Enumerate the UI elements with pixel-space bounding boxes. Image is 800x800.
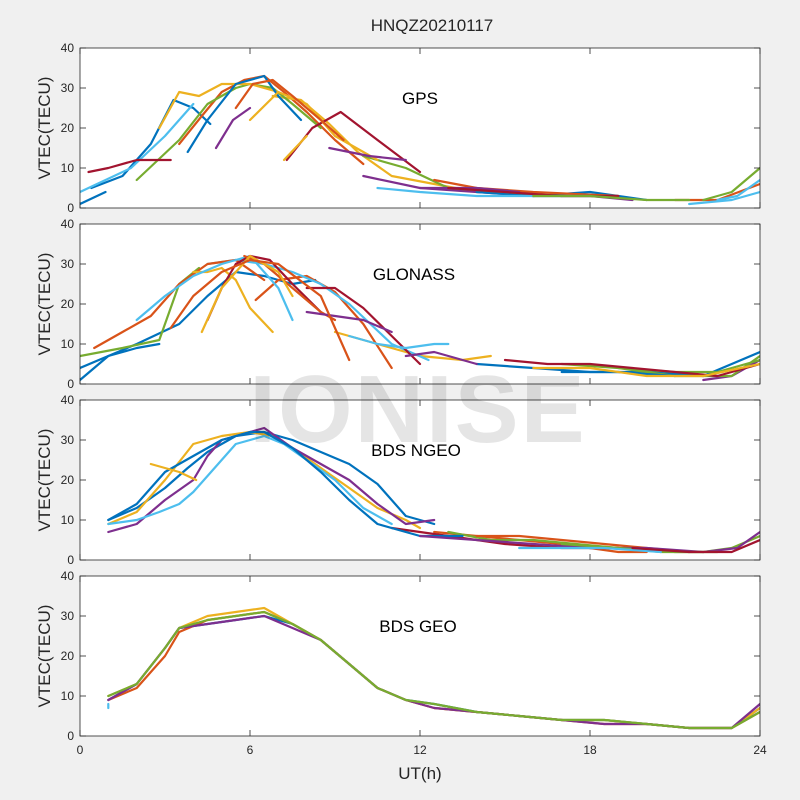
y-tick-label: 10 bbox=[61, 689, 75, 703]
y-tick-label: 40 bbox=[61, 569, 75, 583]
y-tick-label: 10 bbox=[61, 513, 75, 527]
x-tick-label: 24 bbox=[753, 743, 767, 757]
y-tick-label: 30 bbox=[61, 81, 75, 95]
y-tick-label: 40 bbox=[61, 41, 75, 55]
y-tick-label: 10 bbox=[61, 161, 75, 175]
y-tick-label: 30 bbox=[61, 609, 75, 623]
y-axis-label: VTEC(TECU) bbox=[35, 605, 54, 708]
chart-title: HNQZ20210117 bbox=[371, 16, 494, 35]
series-line bbox=[702, 166, 760, 202]
y-tick-label: 0 bbox=[67, 729, 74, 743]
plot-area bbox=[80, 576, 760, 736]
x-tick-label: 18 bbox=[583, 743, 597, 757]
series-line bbox=[532, 194, 691, 202]
panel-bds-geo: 0 10 20 30 40 0 6 12 18 24 VTEC(TECU) BDS GEO bbox=[35, 569, 767, 757]
y-tick-label: 0 bbox=[67, 201, 74, 215]
series-line bbox=[328, 146, 407, 162]
panel-label: GPS bbox=[402, 89, 438, 108]
series-line bbox=[348, 334, 450, 350]
series-line bbox=[688, 190, 760, 206]
series-group bbox=[107, 426, 760, 554]
series-line bbox=[87, 158, 172, 174]
series-line bbox=[248, 90, 379, 162]
series-line bbox=[305, 286, 422, 366]
panel-glonass: 0 10 20 30 40 VTEC(TECU) GLONASS bbox=[35, 217, 761, 391]
panels: 0 10 20 30 40 VTEC(TECU) GPS 0 10 20 30 40 VTEC(TECU… bbox=[35, 41, 767, 757]
series-line bbox=[404, 350, 478, 366]
y-axis-label: VTEC(TECU) bbox=[35, 77, 54, 180]
series-line bbox=[214, 106, 252, 150]
series-line bbox=[234, 78, 345, 142]
series-line bbox=[631, 538, 760, 554]
y-axis-label: VTEC(TECU) bbox=[35, 429, 54, 532]
y-tick-label: 40 bbox=[61, 217, 75, 231]
series-line bbox=[135, 82, 322, 182]
series-line bbox=[186, 74, 303, 154]
series-line bbox=[80, 342, 161, 370]
x-axis-label: UT(h) bbox=[398, 764, 441, 783]
y-tick-label: 30 bbox=[61, 433, 75, 447]
series-line bbox=[107, 434, 393, 526]
series-line bbox=[135, 254, 294, 322]
series-line bbox=[80, 190, 107, 206]
series-line bbox=[503, 358, 760, 378]
panel-label: GLONASS bbox=[373, 265, 455, 284]
x-tick-label: 0 bbox=[77, 743, 84, 757]
series-line bbox=[532, 362, 760, 378]
series-line bbox=[518, 546, 662, 554]
series-line bbox=[107, 430, 464, 538]
series-line bbox=[169, 258, 351, 362]
panel-bds-ngeo: 0 10 20 30 40 VTEC(TECU) BDS NGEO bbox=[35, 393, 761, 567]
series-line bbox=[305, 310, 393, 334]
watermark-text: IONISE bbox=[249, 356, 586, 463]
series-line bbox=[716, 178, 760, 202]
y-tick-label: 20 bbox=[61, 473, 75, 487]
series-group bbox=[80, 254, 760, 382]
y-tick-label: 30 bbox=[61, 257, 75, 271]
series-line bbox=[107, 426, 436, 534]
y-tick-label: 20 bbox=[61, 297, 75, 311]
panel-label: BDS GEO bbox=[379, 617, 456, 636]
series-line bbox=[80, 102, 195, 194]
y-tick-label: 40 bbox=[61, 393, 75, 407]
y-tick-label: 20 bbox=[61, 121, 75, 135]
y-axis-label: VTEC(TECU) bbox=[35, 253, 54, 356]
x-tick-label: 12 bbox=[413, 743, 427, 757]
panel-label: BDS NGEO bbox=[371, 441, 461, 460]
series-line bbox=[107, 610, 760, 730]
series-line bbox=[158, 82, 280, 130]
series-group bbox=[107, 606, 760, 730]
y-tick-label: 0 bbox=[67, 553, 74, 567]
series-line bbox=[200, 254, 294, 334]
x-tick-label: 6 bbox=[247, 743, 254, 757]
plot-area bbox=[80, 48, 760, 208]
series-group bbox=[80, 74, 760, 206]
series-line bbox=[282, 134, 308, 162]
y-tick-label: 0 bbox=[67, 377, 74, 391]
panel-gps: 0 10 20 30 40 VTEC(TECU) GPS bbox=[35, 41, 761, 215]
series-line bbox=[149, 462, 198, 482]
y-tick-label: 20 bbox=[61, 649, 75, 663]
y-tick-label: 10 bbox=[61, 337, 75, 351]
